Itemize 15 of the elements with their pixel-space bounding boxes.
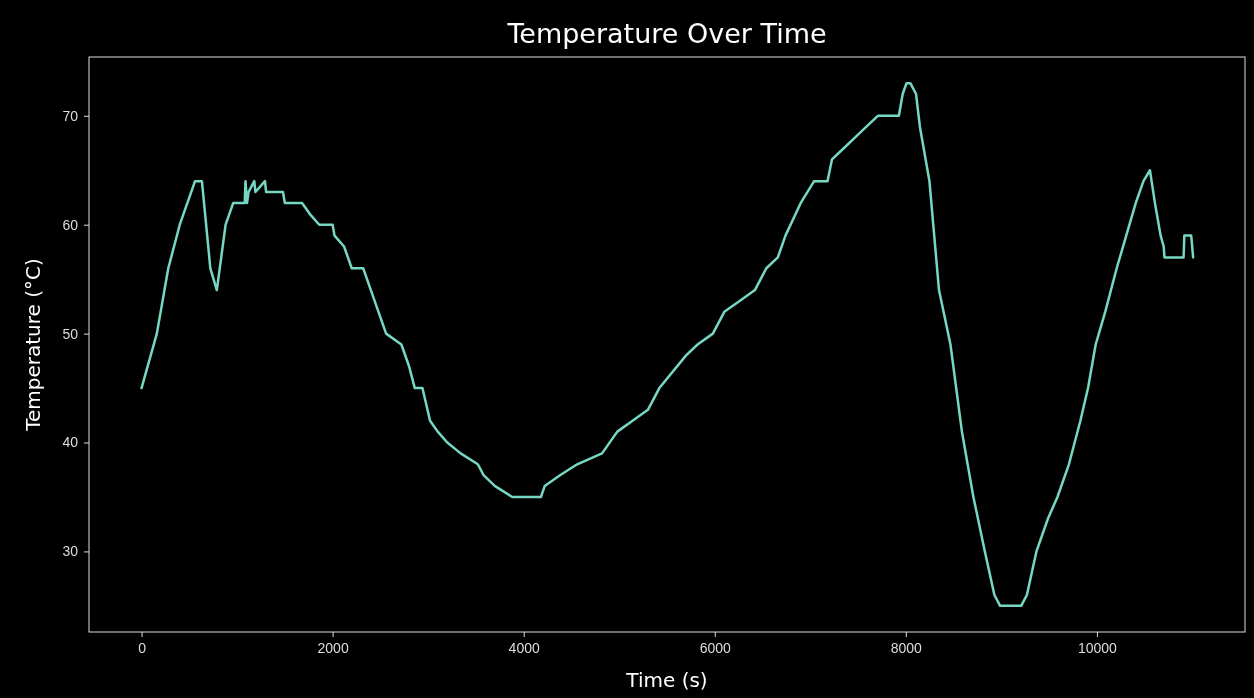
- x-tick-label: 6000: [699, 639, 732, 656]
- x-tick-label: 8000: [890, 639, 923, 656]
- y-tick-label: 40: [62, 434, 79, 451]
- x-tick-label: 4000: [508, 639, 540, 656]
- line-series: [140, 81, 1195, 608]
- y-axis-title: Temperature (°C): [21, 258, 45, 432]
- chart-title: Temperature Over Time: [506, 18, 827, 49]
- x-axis-title: Time (s): [625, 668, 708, 692]
- y-tick-label: 60: [62, 216, 79, 233]
- y-tick-label: 50: [62, 325, 79, 342]
- x-tick-label: 2000: [317, 639, 349, 656]
- x-tick-label: 10000: [1077, 639, 1118, 656]
- y-tick-label: 70: [62, 107, 79, 124]
- y-tick-label: 30: [62, 543, 79, 560]
- x-tick-label: 0: [138, 639, 147, 656]
